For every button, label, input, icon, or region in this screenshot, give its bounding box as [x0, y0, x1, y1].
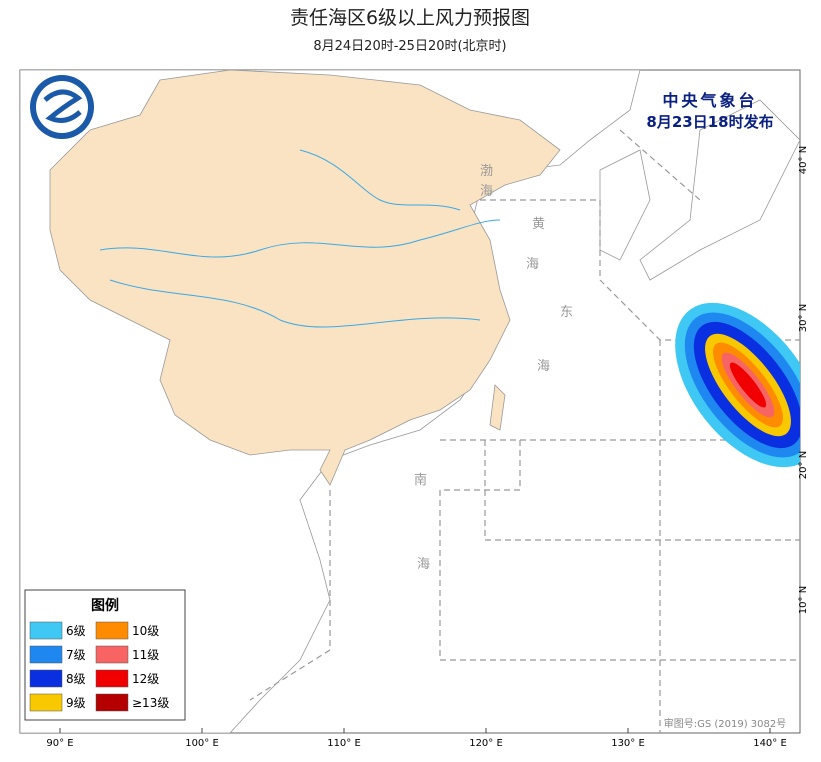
lat-label: 30° N	[798, 304, 809, 332]
rivers	[99, 149, 501, 328]
legend-label: 8级	[66, 672, 86, 686]
sea-label: 海	[526, 257, 539, 272]
legend-swatch	[95, 693, 129, 712]
map-subtitle: 8月24日20时-25日20时(北京时)	[313, 39, 506, 54]
sea-label: 海	[480, 184, 493, 199]
issuer-time: 8月23日18时发布	[646, 113, 773, 131]
sea-label: 海	[537, 359, 550, 374]
legend-label: 12级	[132, 672, 159, 686]
lon-label: 110° E	[327, 738, 361, 749]
legend: 图例 6级 10级 7级 11级 8级 12级 9级 ≥13级	[24, 589, 186, 721]
sea-label: 黄	[532, 217, 545, 232]
land-japan-korea	[599, 99, 800, 281]
lat-label: 20° N	[798, 451, 809, 479]
lon-label: 90° E	[46, 738, 73, 749]
legend-swatch	[29, 693, 63, 712]
legend-label: 9级	[66, 696, 86, 710]
legend-swatch	[95, 621, 129, 640]
legend-title: 图例	[91, 597, 119, 614]
approval-number: 审图号:GS (2019) 3082号	[664, 717, 787, 730]
legend-label: ≥13级	[132, 696, 169, 710]
axes: 90° E 100° E 110° E 120° E 130° E 140° E 40° N…	[46, 146, 809, 749]
legend-label: 7级	[66, 648, 86, 662]
lon-label: 120° E	[469, 738, 503, 749]
issuer-name: 中央气象台	[662, 91, 757, 110]
lon-label: 130° E	[611, 738, 645, 749]
legend-swatch	[29, 645, 63, 664]
land-china	[49, 70, 561, 486]
legend-swatch	[95, 645, 129, 664]
lat-label: 40° N	[798, 146, 809, 174]
legend-label: 6级	[66, 624, 86, 638]
map-title: 责任海区6级以上风力预报图	[290, 7, 530, 29]
land-taiwan	[489, 384, 506, 431]
lon-label: 100° E	[185, 738, 219, 749]
wind-area	[675, 302, 800, 468]
legend-label: 10级	[132, 624, 159, 638]
sea-label: 渤	[480, 163, 493, 179]
lat-label: 10° N	[798, 586, 809, 614]
sea-label: 海	[417, 557, 430, 572]
legend-swatch	[95, 669, 129, 688]
cma-logo	[30, 75, 94, 139]
legend-label: 11级	[132, 648, 159, 662]
sea-label: 东	[560, 305, 573, 320]
lon-label: 140° E	[753, 738, 787, 749]
map-body: 渤 海 黄 海 东 海 南 海	[20, 70, 800, 733]
legend-swatch	[29, 621, 63, 640]
sea-label: 南	[414, 472, 427, 488]
legend-swatch	[29, 669, 63, 688]
